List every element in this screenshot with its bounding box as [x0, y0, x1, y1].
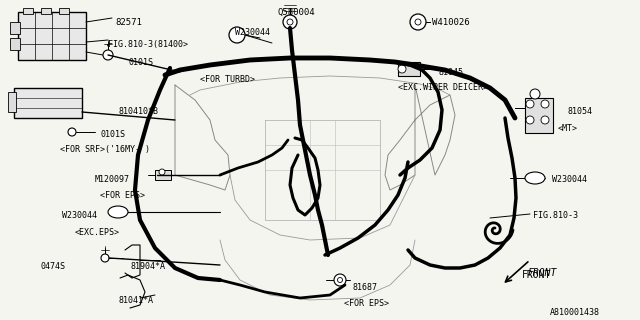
Text: A810001438: A810001438	[550, 308, 600, 317]
Circle shape	[526, 100, 534, 108]
Text: FIG.810-3: FIG.810-3	[533, 211, 578, 220]
Text: W230044: W230044	[235, 28, 270, 37]
Bar	[10, 22, 20, 34]
Text: 810410*B: 810410*B	[118, 107, 158, 116]
Circle shape	[287, 19, 293, 25]
Bar	[155, 170, 171, 180]
Text: 81687: 81687	[352, 283, 377, 292]
Bar	[59, 8, 69, 14]
Bar	[8, 92, 16, 112]
Bar	[525, 98, 553, 133]
Text: 0474S: 0474S	[40, 262, 65, 271]
Ellipse shape	[525, 172, 545, 184]
Text: 81054: 81054	[567, 107, 592, 116]
Circle shape	[68, 128, 76, 136]
Text: <FOR EPS>: <FOR EPS>	[100, 191, 145, 200]
Text: <FOR SRF>('16MY- ): <FOR SRF>('16MY- )	[60, 145, 150, 154]
Text: W410026: W410026	[432, 18, 470, 27]
Text: FIG.810-3(81400>: FIG.810-3(81400>	[108, 40, 188, 49]
Circle shape	[229, 27, 245, 43]
Ellipse shape	[108, 206, 128, 218]
Text: <EXC.WIPER DEICER>: <EXC.WIPER DEICER>	[398, 83, 488, 92]
Circle shape	[337, 277, 342, 283]
Circle shape	[334, 274, 346, 286]
Text: <FOR EPS>: <FOR EPS>	[344, 299, 389, 308]
Circle shape	[103, 50, 113, 60]
Circle shape	[541, 116, 549, 124]
Text: 81045: 81045	[438, 68, 463, 77]
Text: W230044: W230044	[552, 175, 587, 184]
Text: Q580004: Q580004	[277, 8, 315, 17]
Bar	[23, 8, 33, 14]
Text: 81904*A: 81904*A	[130, 262, 165, 271]
Bar	[398, 62, 420, 76]
Bar	[14, 88, 82, 118]
Text: <EXC.EPS>: <EXC.EPS>	[75, 228, 120, 237]
Circle shape	[101, 254, 109, 262]
Circle shape	[410, 14, 426, 30]
Text: M120097: M120097	[95, 175, 130, 184]
Circle shape	[283, 15, 297, 29]
Text: FRONT: FRONT	[528, 268, 557, 278]
Bar	[10, 38, 20, 50]
Circle shape	[530, 89, 540, 99]
Circle shape	[541, 100, 549, 108]
Text: <FOR TURBD>: <FOR TURBD>	[200, 75, 255, 84]
Text: 81041*A: 81041*A	[118, 296, 153, 305]
Circle shape	[415, 19, 421, 25]
Circle shape	[159, 169, 165, 175]
Text: 0101S: 0101S	[100, 130, 125, 139]
Text: W230044: W230044	[62, 211, 97, 220]
Text: <MT>: <MT>	[558, 124, 578, 133]
Circle shape	[526, 116, 534, 124]
Text: FRONT: FRONT	[522, 270, 552, 280]
Bar	[18, 12, 86, 60]
Circle shape	[398, 65, 406, 73]
Text: 0101S: 0101S	[128, 58, 153, 67]
Text: 82571: 82571	[115, 18, 142, 27]
Bar	[41, 8, 51, 14]
